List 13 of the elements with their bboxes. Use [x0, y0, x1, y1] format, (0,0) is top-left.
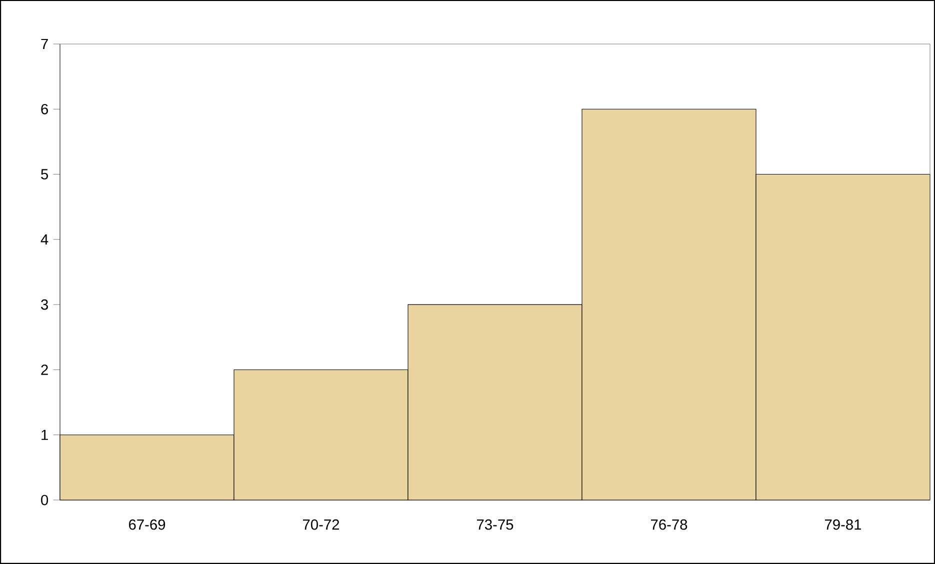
- y-tick-label: 1: [42, 430, 48, 440]
- y-tick-label: 5: [41, 169, 48, 180]
- y-tick-label: 7: [41, 38, 48, 50]
- x-tick-label: 79-81: [825, 519, 862, 530]
- x-tick-label: 76-78: [651, 519, 688, 530]
- y-tick-label: 6: [41, 104, 48, 114]
- y-tick-label: 0: [41, 494, 48, 506]
- y-tick-label: 2: [41, 364, 48, 375]
- x-tick-label: 70-72: [303, 519, 340, 530]
- x-tick-label: 67-69: [129, 519, 166, 530]
- y-tick-label: 4: [40, 234, 48, 244]
- y-tick-label: 3: [41, 299, 48, 310]
- x-tick-label: 73-75: [477, 519, 514, 530]
